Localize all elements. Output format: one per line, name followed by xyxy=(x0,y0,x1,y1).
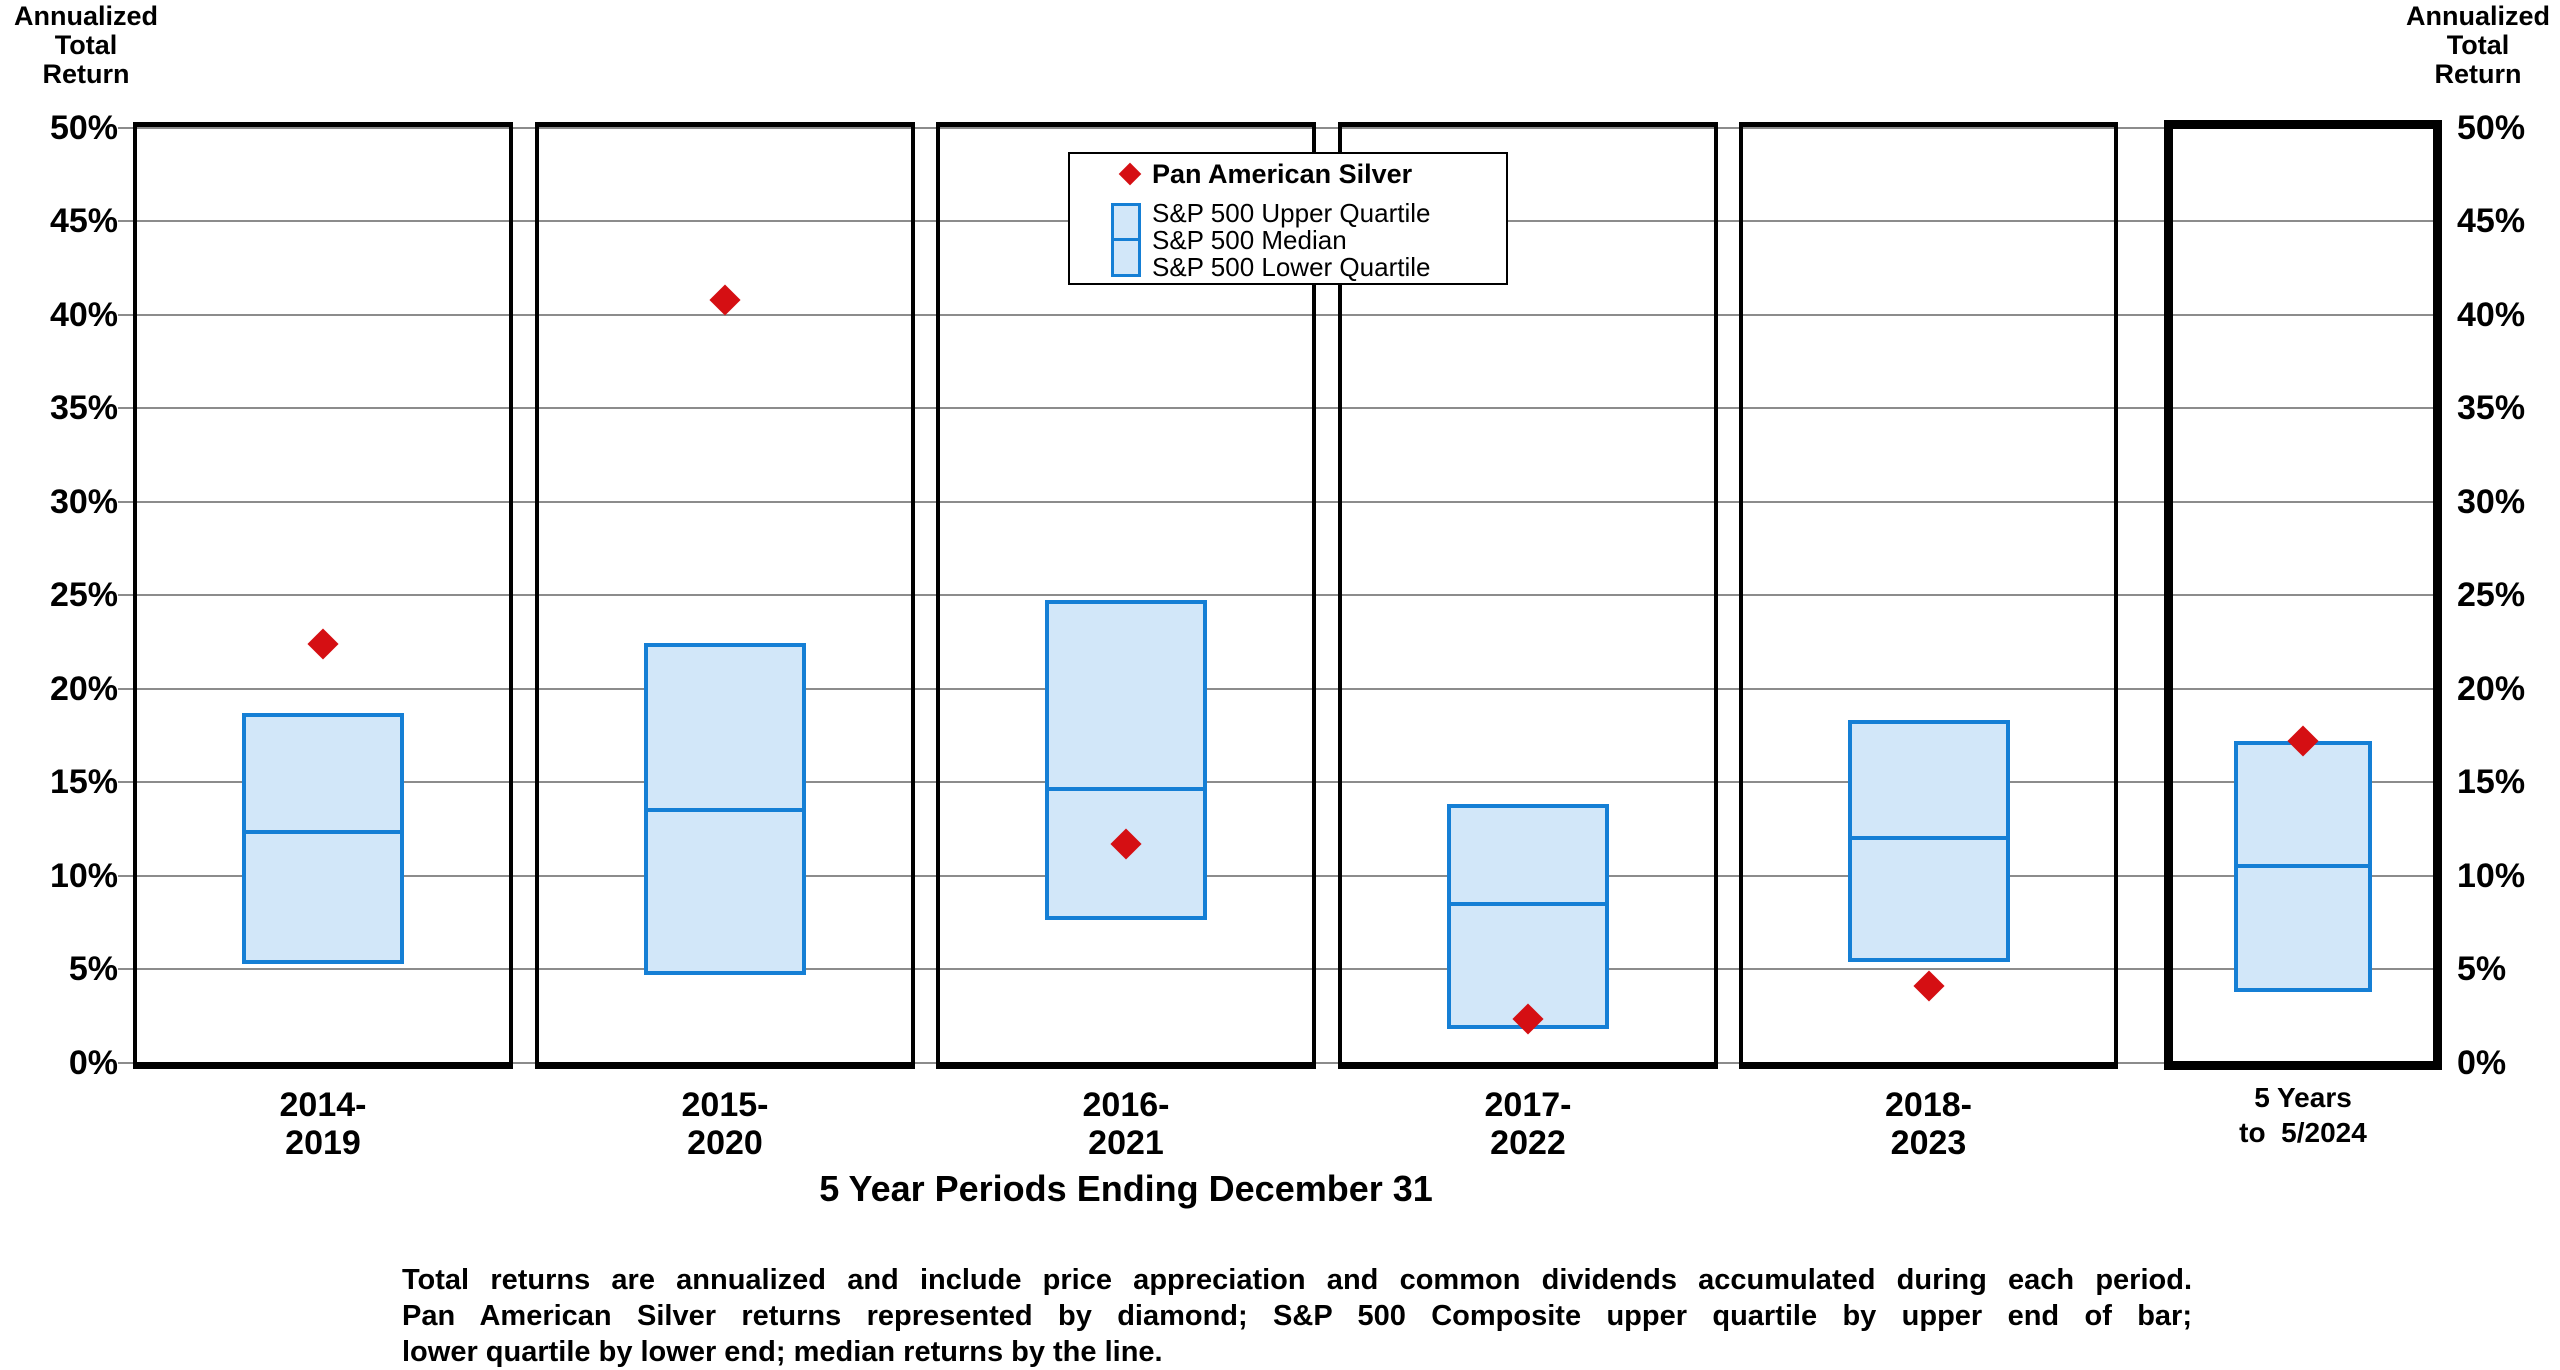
legend-item-upper-quartile: S&P 500 Upper Quartile xyxy=(1152,198,1431,228)
x-axis-label: 2014- 2019 xyxy=(279,1086,367,1162)
y-tick-label-left: 0% xyxy=(68,1043,118,1082)
gridline-5 xyxy=(118,968,2438,970)
y-tick-label-right: 35% xyxy=(2457,389,2526,427)
y-tick-label-right: 20% xyxy=(2457,669,2526,708)
footnote-line-2: Pan American Silver returns represented … xyxy=(402,1300,2192,1332)
gridline-40 xyxy=(118,313,2438,316)
period-panel xyxy=(1338,122,1718,1069)
y-tick-label-right: 25% xyxy=(2457,576,2526,614)
y-tick-label-right: 40% xyxy=(2457,295,2526,334)
sp500-median-line xyxy=(1851,836,2006,841)
y-tick-label-right: 0% xyxy=(2457,1043,2507,1082)
sp500-quartile-bar xyxy=(242,712,404,964)
y-tick-label-right: 15% xyxy=(2457,763,2526,801)
sp500-median-line xyxy=(2238,864,2368,869)
y-tick-label-left: 20% xyxy=(49,669,118,708)
legend-item-median: S&P 500 Median xyxy=(1152,225,1347,255)
period-panel xyxy=(535,122,915,1069)
x-axis-label: 2017- 2022 xyxy=(1484,1086,1572,1162)
x-axis-label: 5 Years to 5/2024 xyxy=(2239,1082,2367,1148)
legend-median-line-icon xyxy=(1114,238,1138,241)
y-tick-label-right: 10% xyxy=(2457,856,2526,895)
sp500-median-line xyxy=(1049,787,1203,792)
legend-diamond-icon xyxy=(1118,162,1142,186)
sp500-median-line xyxy=(648,808,802,813)
x-axis-label: 2016- 2021 xyxy=(1082,1086,1170,1162)
gridline-15 xyxy=(118,781,2438,783)
period-panel xyxy=(936,122,1316,1069)
period-panel xyxy=(1739,122,2118,1069)
period-panel xyxy=(133,122,513,1069)
right-axis-title: Annualized Total Return xyxy=(2405,1,2550,89)
footnote-line-3: lower quartile by lower end; median retu… xyxy=(402,1336,1163,1368)
legend-items: S&P 500 Upper Quartile S&P 500 Median S&… xyxy=(1152,200,1430,281)
gridline-30 xyxy=(118,500,2438,503)
y-tick-label-left: 30% xyxy=(49,482,118,521)
y-tick-label-right: 45% xyxy=(2457,202,2526,240)
legend-quartile-box-icon xyxy=(1111,203,1141,277)
sp500-median-line xyxy=(246,830,400,835)
y-tick-label-left: 10% xyxy=(49,856,118,895)
y-tick-label-right: 30% xyxy=(2457,482,2526,521)
legend-series-label: Pan American Silver xyxy=(1152,159,1413,189)
gridline-50 xyxy=(118,126,2438,129)
gridline-25 xyxy=(118,594,2438,596)
y-tick-label-left: 5% xyxy=(68,950,118,988)
footnote-line-1: Total returns are annualized and include… xyxy=(402,1264,2192,1296)
x-axis-label: 2015- 2020 xyxy=(681,1086,769,1162)
sp500-quartile-bar xyxy=(1045,600,1207,921)
y-tick-label-left: 45% xyxy=(49,202,118,240)
y-tick-label-left: 25% xyxy=(49,576,118,614)
y-tick-label-left: 35% xyxy=(49,389,118,427)
y-tick-label-left: 40% xyxy=(49,295,118,334)
y-tick-label-right: 5% xyxy=(2457,950,2507,988)
y-tick-label-right: 50% xyxy=(2457,108,2526,147)
footnote: Total returns are annualized and include… xyxy=(402,1262,2192,1370)
gridline-10 xyxy=(118,874,2438,877)
x-axis-title: 5 Year Periods Ending December 31 xyxy=(819,1168,1433,1209)
sp500-quartile-bar xyxy=(1847,720,2010,962)
y-tick-label-left: 15% xyxy=(49,763,118,801)
sp500-median-line xyxy=(1451,901,1605,906)
period-panel-highlighted xyxy=(2164,120,2442,1070)
sp500-quartile-bar xyxy=(1447,804,1609,1029)
legend-item-lower-quartile: S&P 500 Lower Quartile xyxy=(1152,252,1431,282)
y-tick-label-left: 50% xyxy=(49,108,118,147)
legend: Pan American Silver S&P 500 Upper Quarti… xyxy=(1068,152,1508,285)
left-axis-title: Annualized Total Return xyxy=(13,1,158,89)
gridline-20 xyxy=(118,687,2438,690)
gridline-35 xyxy=(118,407,2438,409)
x-axis-label: 2018- 2023 xyxy=(1885,1086,1972,1162)
